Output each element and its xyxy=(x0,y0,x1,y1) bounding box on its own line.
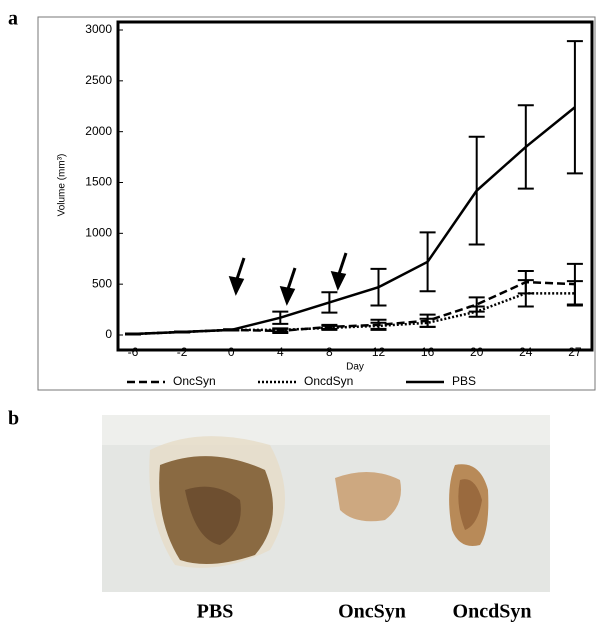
y-tick-label: 3000 xyxy=(85,22,112,36)
y-tick-label: 2000 xyxy=(85,124,112,138)
error-bar xyxy=(566,280,583,307)
error-bar xyxy=(517,279,534,308)
error-bar xyxy=(125,332,141,336)
photo-label: OncdSyn xyxy=(453,601,532,623)
x-tick-label: 4 xyxy=(277,345,284,359)
plot-frame xyxy=(116,20,594,352)
error-bar xyxy=(321,324,338,331)
x-tick-label: -2 xyxy=(177,345,188,359)
legend-label: OncdSyn xyxy=(304,374,353,388)
photo-label: PBS xyxy=(197,601,234,623)
y-axis-label: Volume (mm³) xyxy=(57,154,68,217)
error-bar xyxy=(419,231,436,293)
error-bar xyxy=(370,321,387,330)
x-tick-label: -6 xyxy=(128,345,139,359)
error-bar xyxy=(223,328,240,332)
error-bar xyxy=(419,317,436,328)
error-bar xyxy=(517,104,534,190)
error-bar xyxy=(272,310,289,325)
error-bar xyxy=(566,40,583,175)
error-bar xyxy=(321,291,338,314)
x-tick-label: 20 xyxy=(470,345,484,359)
series-line xyxy=(132,292,575,336)
x-tick-label: 27 xyxy=(568,345,582,359)
x-tick-label: 8 xyxy=(326,345,333,359)
y-tick-label: 1000 xyxy=(85,226,112,240)
arrows xyxy=(228,252,348,306)
y-tick-label: 0 xyxy=(105,327,112,341)
x-tick-label: 24 xyxy=(519,345,533,359)
chart-frame xyxy=(37,16,596,391)
x-tick-label: 0 xyxy=(228,345,235,359)
error-bar xyxy=(272,327,289,333)
photo-label: OncSyn xyxy=(338,601,406,623)
error-bar xyxy=(468,305,485,318)
legend-label: OncSyn xyxy=(173,374,216,388)
legend-label: PBS xyxy=(452,374,476,388)
photo xyxy=(102,415,550,592)
panel-label: b xyxy=(8,408,19,430)
series-line xyxy=(132,106,576,336)
x-tick-label: 12 xyxy=(372,345,386,359)
y-tick-label: 1500 xyxy=(85,175,112,189)
x-tick-label: 16 xyxy=(421,345,435,359)
y-tick-label: 2500 xyxy=(85,73,112,87)
y-tick-label: 500 xyxy=(92,276,112,290)
error-bar xyxy=(174,330,191,334)
error-bar xyxy=(370,267,387,307)
x-axis-label: Day xyxy=(346,362,364,373)
error-bar xyxy=(468,135,485,246)
panel-label: a xyxy=(8,8,18,30)
